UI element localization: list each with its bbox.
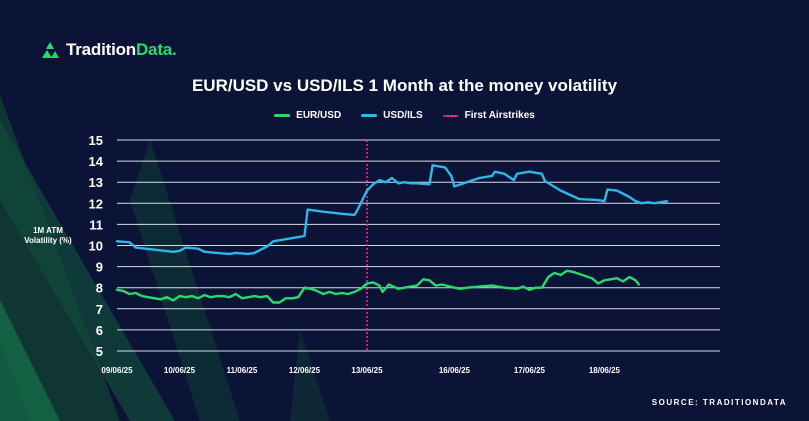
y-tick-label: 14: [89, 154, 104, 169]
x-tick-label: 18/06/25: [589, 366, 621, 375]
x-tick-label: 12/06/25: [289, 366, 321, 375]
y-tick-label: 6: [96, 323, 103, 338]
legend-label-first-airstrikes: First Airstrikes: [464, 110, 535, 121]
y-tick-label: 8: [96, 281, 103, 296]
tradition-data-logo-icon: [42, 42, 59, 58]
legend-swatch-first-airstrikes: [442, 114, 459, 117]
y-tick-label: 10: [89, 239, 103, 254]
x-tick-label: 13/06/25: [351, 366, 383, 375]
x-tick-label: 11/06/25: [227, 366, 258, 375]
y-tick-label: 12: [89, 196, 103, 211]
x-tick-label: 10/06/25: [164, 366, 196, 375]
y-tick-label: 5: [96, 344, 103, 359]
series-line-eurusd: [115, 269, 640, 304]
legend-label-usdils: USD/ILS: [383, 110, 423, 121]
chart-legend: EUR/USD USD/ILS First Airstrikes: [0, 110, 809, 121]
series-line-usdils: [115, 164, 669, 256]
legend-swatch-usdils: [361, 114, 378, 117]
y-tick-label: 15: [89, 133, 103, 148]
y-tick-label: 13: [89, 175, 103, 190]
x-tick-label: 17/06/25: [514, 366, 546, 375]
y-tick-label: 9: [96, 260, 103, 275]
logo-text: TraditionData.: [66, 40, 177, 59]
legend-label-eurusd: EUR/USD: [296, 110, 342, 121]
legend-item-usdils: USD/ILS: [361, 110, 423, 121]
legend-item-eurusd: EUR/USD: [274, 110, 341, 121]
y-tick-label: 11: [89, 217, 103, 232]
chart-title: EUR/USD vs USD/ILS 1 Month at the money …: [191, 76, 618, 95]
source-label: SOURCE: TRADITIONDATA: [651, 398, 787, 407]
y-axis-label: 1M ATM Volatility (%): [24, 226, 72, 245]
legend-swatch-eurusd: [274, 114, 291, 117]
brand-logo: TraditionData.: [40, 40, 177, 60]
x-tick-label: 09/06/25: [101, 366, 133, 375]
y-tick-label: 7: [96, 302, 103, 317]
legend-item-first-airstrikes: First Airstrikes: [442, 110, 535, 121]
x-tick-label: 16/06/25: [439, 366, 471, 375]
